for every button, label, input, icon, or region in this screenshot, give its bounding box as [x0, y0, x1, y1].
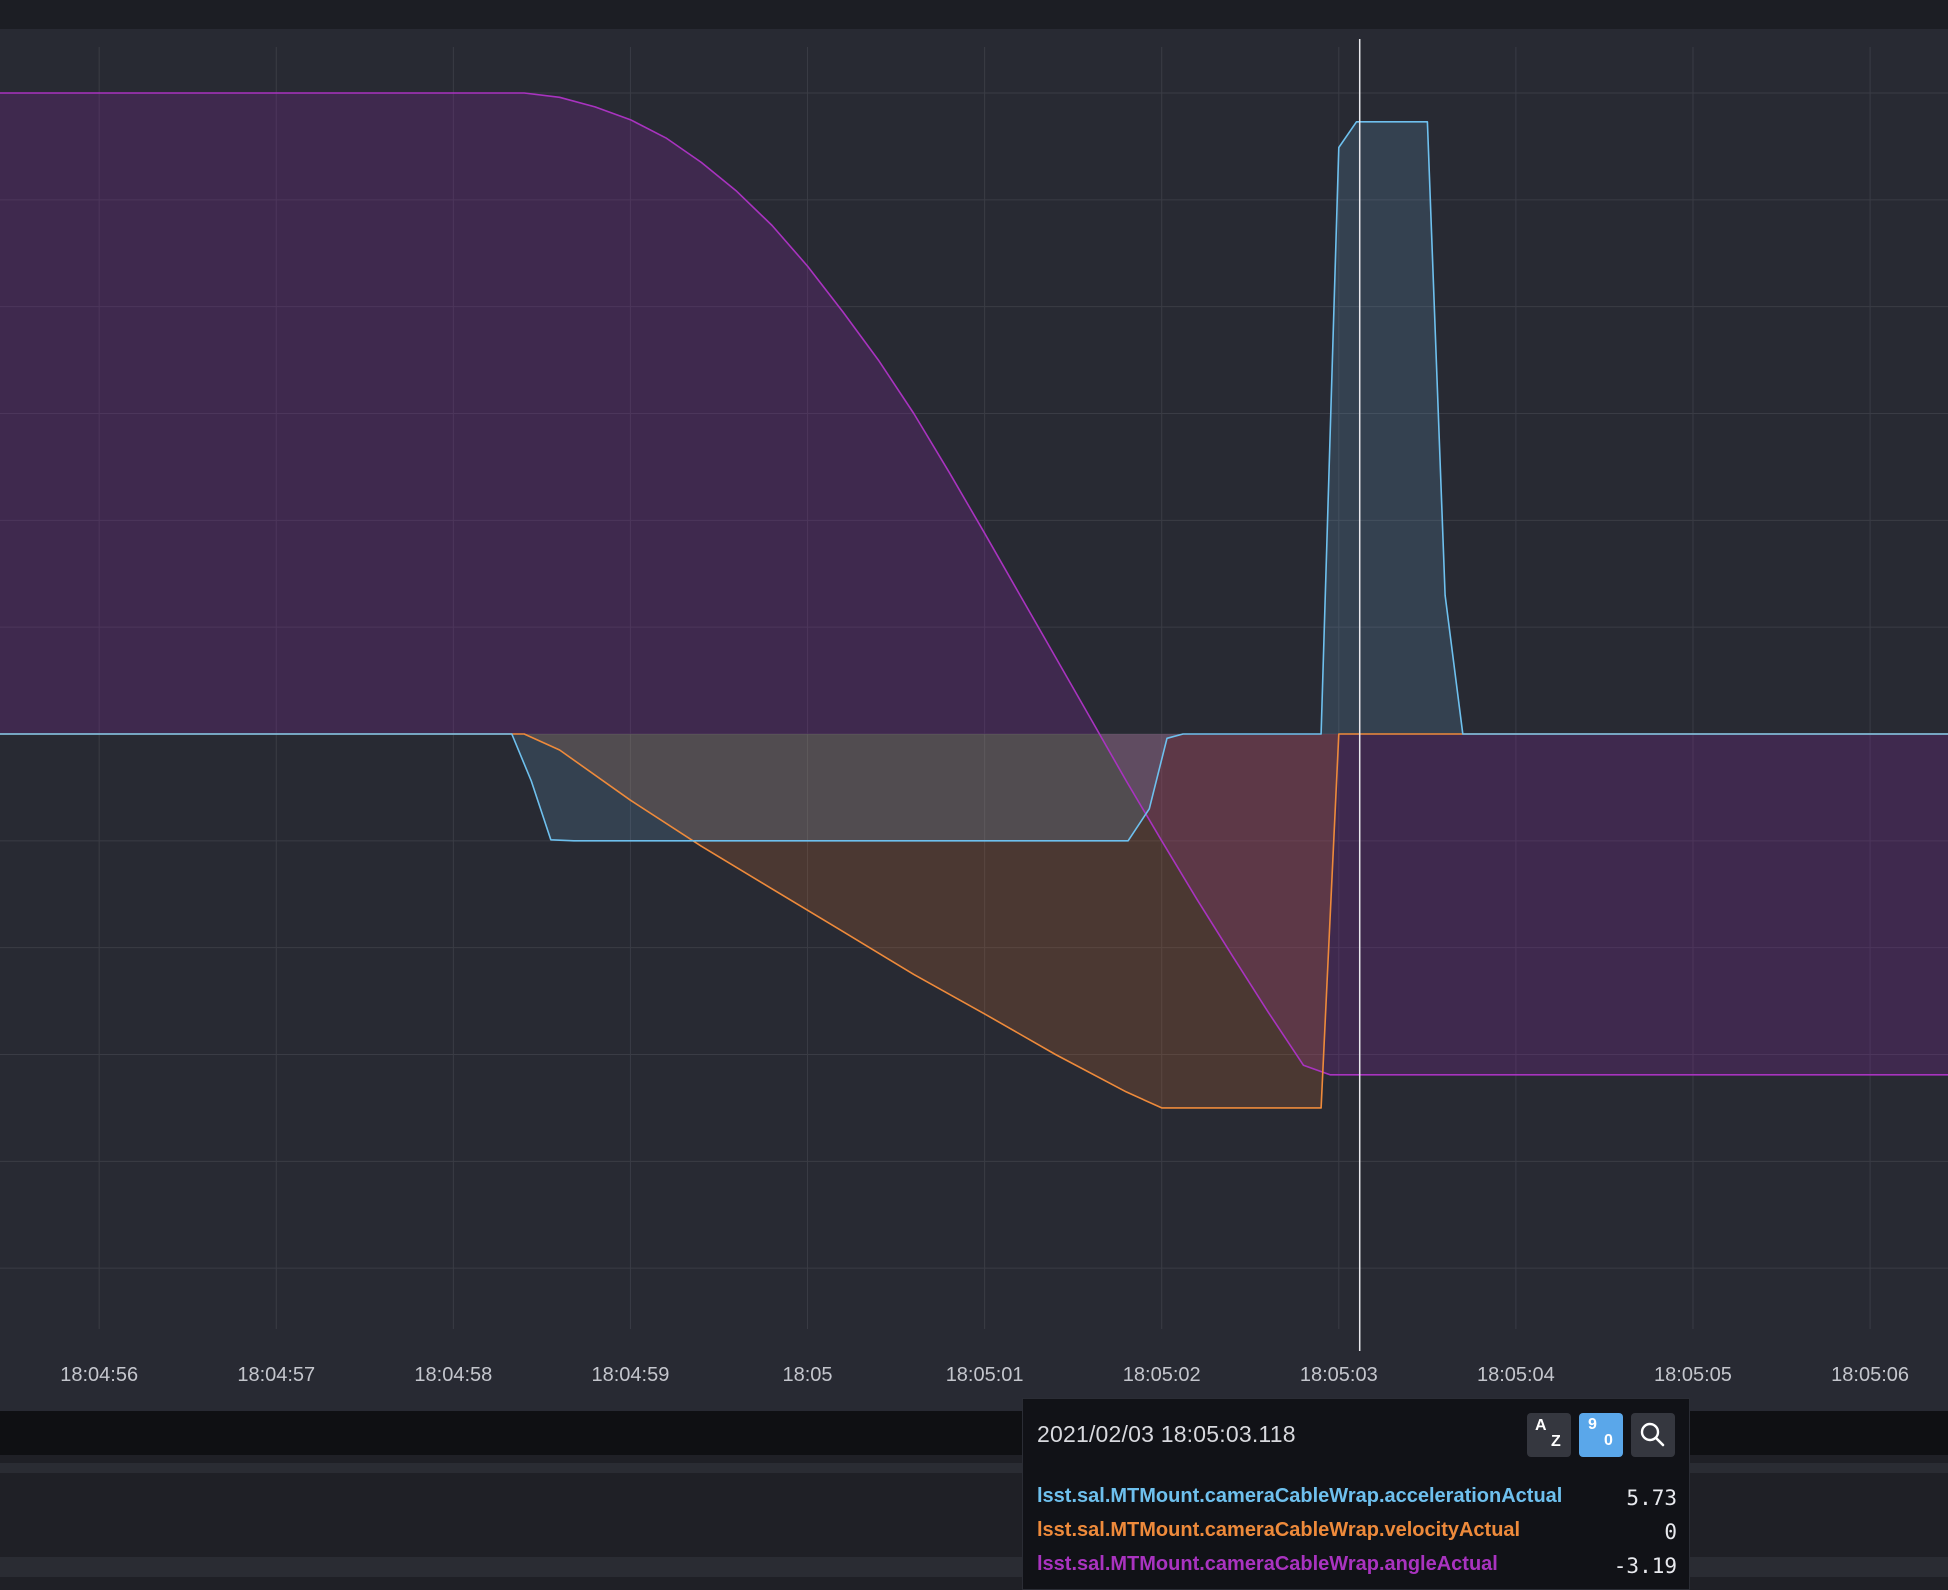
series-area-0	[0, 93, 1948, 1075]
search-icon	[1640, 1422, 1665, 1447]
series-line-1	[0, 733, 1948, 1109]
x-tick-label: 18:05:03	[1300, 1364, 1378, 1386]
series-value-angle: -3.19	[1613, 1554, 1677, 1578]
series-label-acceleration: lsst.sal.MTMount.cameraCableWrap.acceler…	[1037, 1485, 1563, 1507]
x-tick-label: 18:05:01	[946, 1364, 1024, 1386]
series-area-1	[0, 734, 1948, 1108]
x-tick-label: 18:05:02	[1123, 1364, 1201, 1386]
tooltip-row: lsst.sal.MTMount.cameraCableWrap.angleAc…	[1037, 1553, 1677, 1583]
sort-numeric-icon-bottom: 0	[1604, 1432, 1613, 1449]
series-label-angle: lsst.sal.MTMount.cameraCableWrap.angleAc…	[1037, 1553, 1498, 1575]
panel-divider	[0, 1463, 1948, 1473]
hover-tooltip: 2021/02/03 18:05:03.118 A Z 9 0 lsst.sal…	[1022, 1398, 1690, 1590]
x-tick-label: 18:04:58	[414, 1364, 492, 1386]
x-tick-label: 18:05:04	[1477, 1364, 1555, 1386]
tooltip-timestamp: 2021/02/03 18:05:03.118	[1037, 1421, 1296, 1447]
series-value-acceleration: 5.73	[1626, 1486, 1677, 1510]
x-tick-label: 18:05:06	[1831, 1364, 1909, 1386]
search-button[interactable]	[1631, 1413, 1675, 1457]
tooltip-row: lsst.sal.MTMount.cameraCableWrap.velocit…	[1037, 1519, 1677, 1549]
sort-alpha-icon-top: A	[1535, 1417, 1547, 1434]
series-value-velocity: 0	[1664, 1520, 1677, 1544]
time-series-chart[interactable]: 18:04:56 18:04:57 18:04:58 18:04:59 18:05 18:…	[0, 29, 1948, 1411]
sort-alphabetical-button[interactable]: A Z	[1527, 1413, 1571, 1457]
series-line-0	[0, 92, 1948, 1076]
tooltip-row: lsst.sal.MTMount.cameraCableWrap.acceler…	[1037, 1485, 1677, 1515]
x-tick-label: 18:04:59	[592, 1364, 670, 1386]
time-series-panel[interactable]: 18:04:56 18:04:57 18:04:58 18:04:59 18:05 18:…	[0, 29, 1948, 1411]
sort-alpha-icon-bottom: Z	[1551, 1433, 1561, 1450]
x-tick-label: 18:05	[783, 1364, 833, 1386]
x-tick-label: 18:04:57	[237, 1364, 315, 1386]
sort-numeric-icon-top: 9	[1588, 1416, 1597, 1433]
sort-numeric-button[interactable]: 9 0	[1579, 1413, 1623, 1457]
x-tick-label: 18:05:05	[1654, 1364, 1732, 1386]
x-tick-label: 18:04:56	[60, 1364, 138, 1386]
series-label-velocity: lsst.sal.MTMount.cameraCableWrap.velocit…	[1037, 1519, 1521, 1541]
panel-header-strip	[0, 0, 1948, 29]
series-line-2	[0, 121, 1948, 842]
